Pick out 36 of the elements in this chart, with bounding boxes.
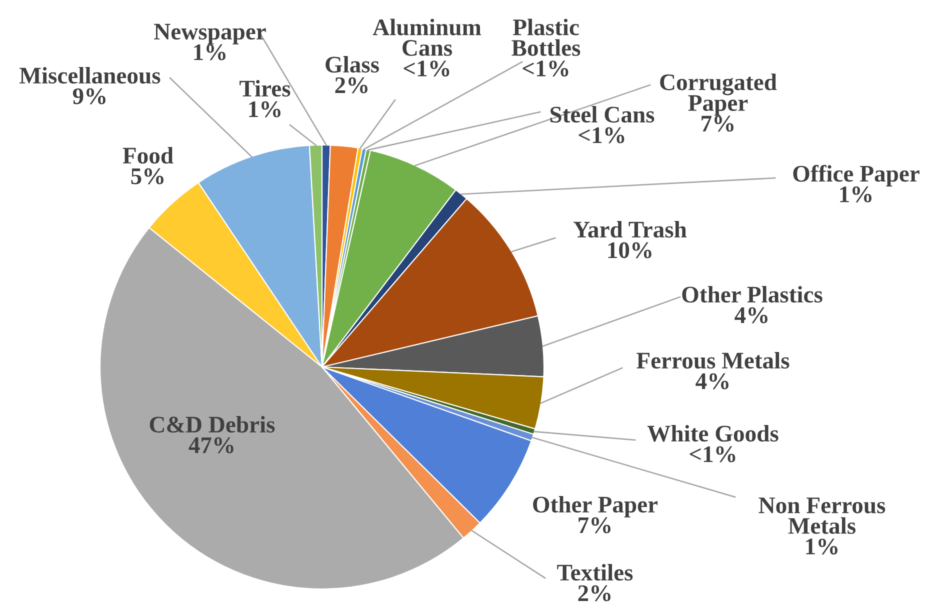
data-label: 7%	[578, 517, 610, 534]
slice-label: C&D Debris	[150, 416, 275, 433]
slice-label: Other Paper	[533, 496, 658, 518]
data-label: 2%	[578, 585, 610, 602]
slice-label: Steel Cans	[550, 106, 654, 123]
slice-label: Textiles	[557, 564, 633, 581]
data-label: 7%	[702, 116, 734, 132]
slice-label: Food	[122, 146, 174, 164]
data-label: 1%	[249, 101, 280, 118]
data-label: <1%	[522, 60, 568, 77]
data-label: <1%	[404, 60, 450, 77]
slice-label: Yard Trash	[573, 220, 687, 238]
slice-label: Miscellaneous	[20, 66, 160, 84]
data-label: 9%	[72, 88, 106, 104]
data-label: 47%	[188, 437, 234, 454]
data-label: 1%	[806, 538, 838, 555]
data-label: 4%	[734, 307, 768, 324]
data-label: 4%	[696, 373, 728, 390]
slice-label: Corrugated Paper	[660, 74, 777, 116]
slice-label: Glass	[326, 56, 379, 73]
data-label: <1%	[690, 446, 736, 462]
slice-label: Ferrous Metals	[636, 352, 790, 369]
data-label: 2%	[335, 77, 368, 94]
slice-label: Plastic Bottles	[512, 18, 580, 56]
data-label: 1%	[194, 44, 226, 60]
slice-label: White Goods	[647, 424, 778, 442]
slice-label: Office Paper	[793, 164, 920, 187]
slice-label: Newspaper	[154, 24, 266, 44]
slice-label: Tires	[240, 80, 290, 97]
data-label: 5%	[131, 168, 164, 184]
data-label: <1%	[578, 127, 624, 144]
slice-label: Non Ferrous Metals	[758, 498, 886, 534]
data-label: 1%	[840, 186, 872, 202]
data-label: 10%	[608, 242, 652, 258]
slice-label: Other Plastics	[682, 286, 822, 303]
slice-label: Aluminum Cans	[372, 18, 482, 56]
